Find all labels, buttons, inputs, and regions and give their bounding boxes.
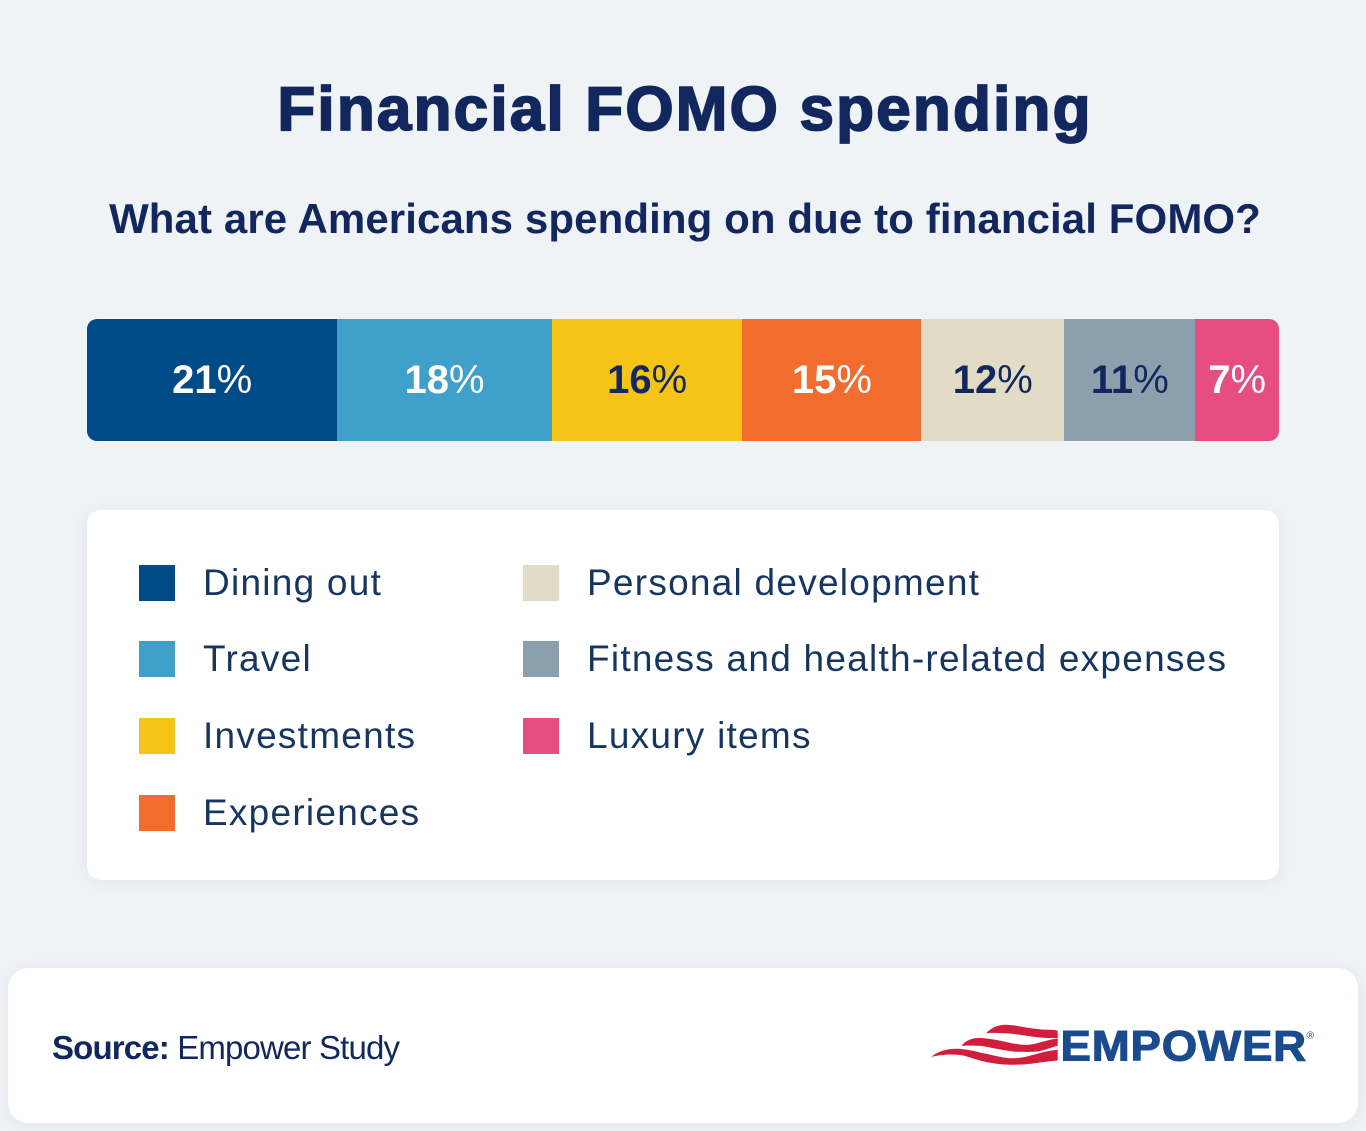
svg-text:®: ® xyxy=(1307,1029,1315,1041)
svg-text:EMPOWER: EMPOWER xyxy=(1061,1023,1307,1070)
